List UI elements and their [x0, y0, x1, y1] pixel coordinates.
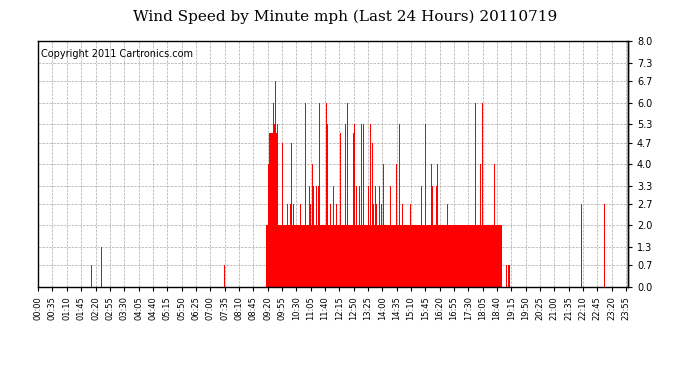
- Text: Wind Speed by Minute mph (Last 24 Hours) 20110719: Wind Speed by Minute mph (Last 24 Hours)…: [133, 9, 557, 24]
- Text: Copyright 2011 Cartronics.com: Copyright 2011 Cartronics.com: [41, 49, 193, 58]
